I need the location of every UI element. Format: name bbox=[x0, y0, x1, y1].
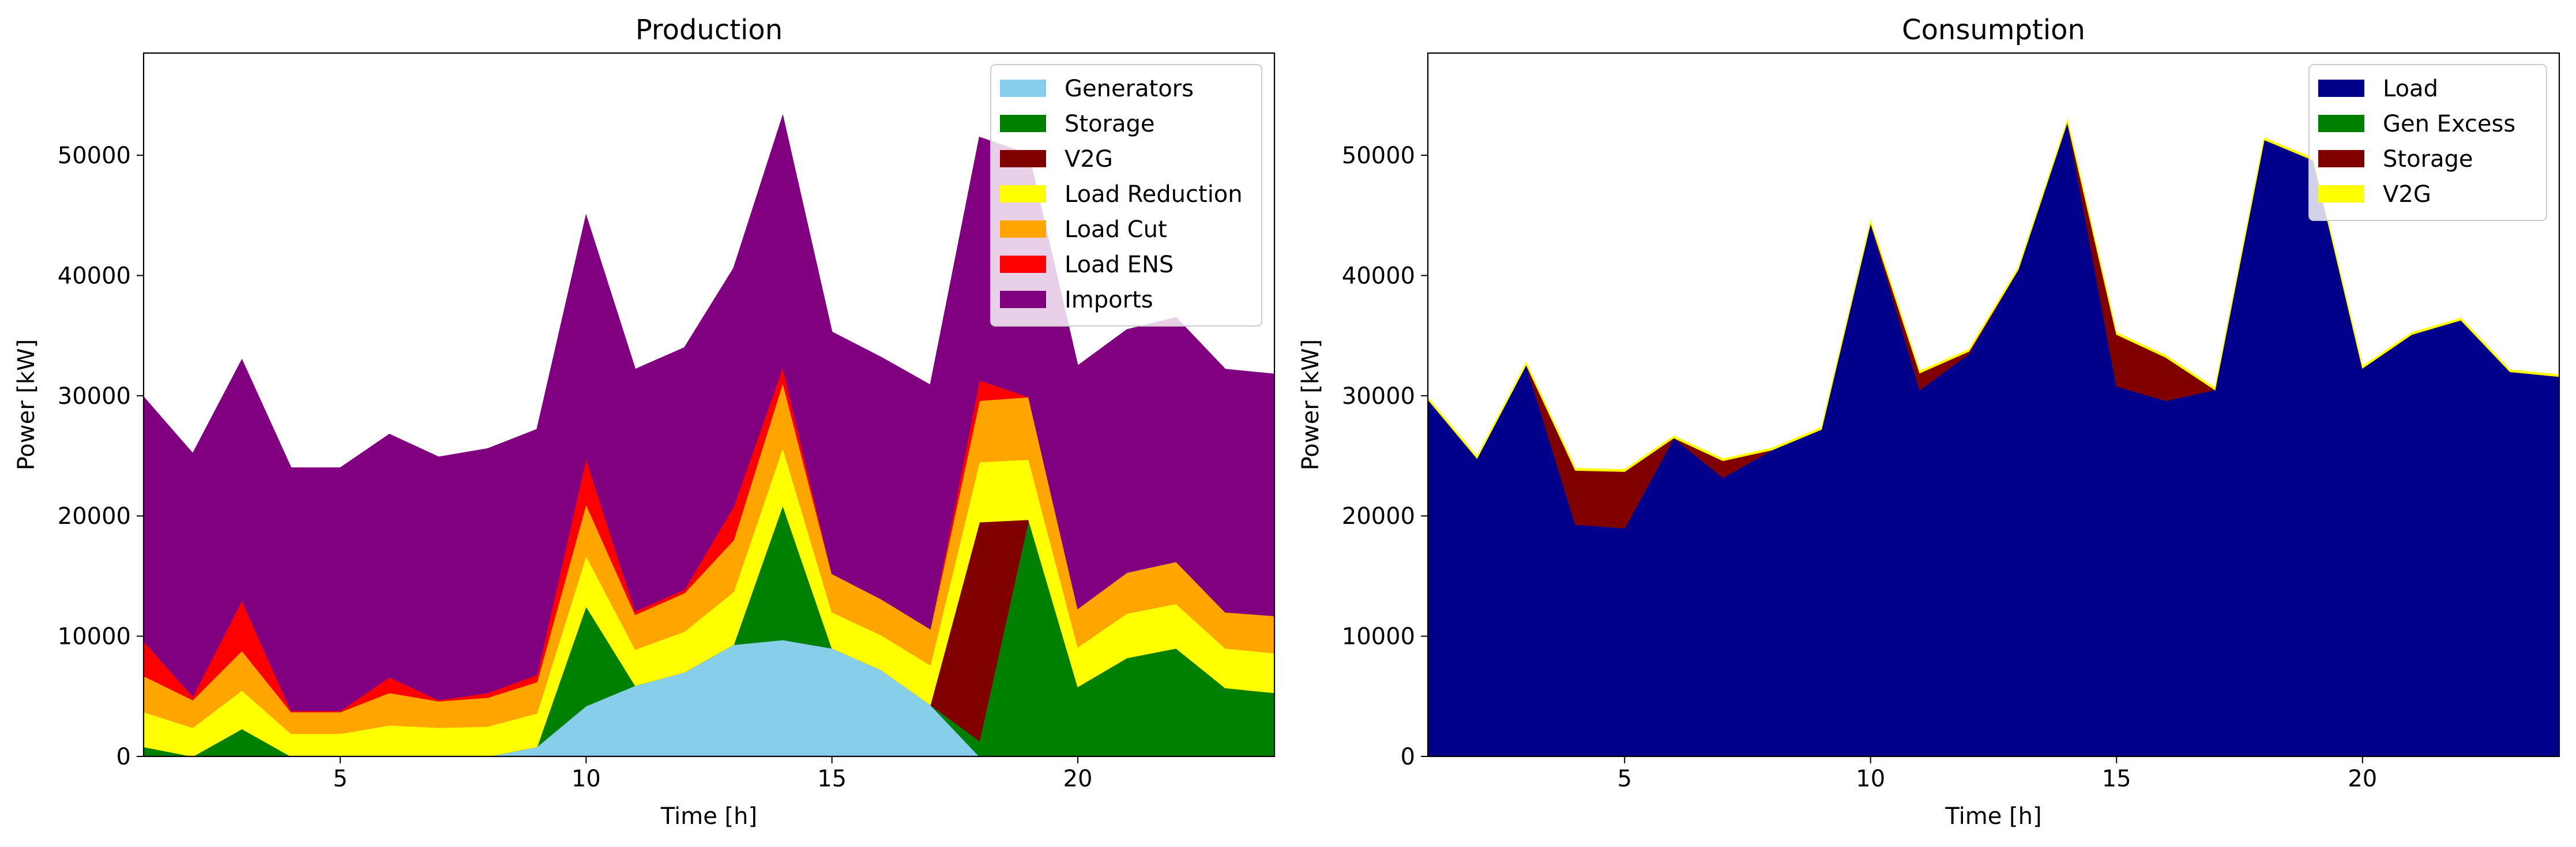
x-tick-label: 10 bbox=[571, 766, 601, 792]
legend-swatch-generators bbox=[1000, 80, 1046, 97]
legend-swatch-storage bbox=[1000, 115, 1046, 132]
x-tick-label: 15 bbox=[817, 766, 847, 792]
y-tick-label: 40000 bbox=[58, 263, 131, 289]
legend-swatch-load-cut bbox=[1000, 220, 1046, 238]
legend-swatch-load-reduction bbox=[1000, 185, 1046, 203]
legend-swatch-v2g bbox=[1000, 150, 1046, 167]
legend-label-generators: Generators bbox=[1065, 76, 1194, 102]
legend-label-load-cut: Load Cut bbox=[1065, 216, 1167, 243]
chart-title: Consumption bbox=[1902, 14, 2085, 46]
x-tick-label: 20 bbox=[2348, 766, 2377, 792]
legend-box bbox=[990, 64, 1262, 327]
legend-label-storage: Storage bbox=[2383, 146, 2473, 173]
area-layers bbox=[1428, 118, 2559, 756]
y-axis-label: Power [kW] bbox=[13, 339, 40, 471]
area-v2g bbox=[1428, 118, 2559, 472]
y-tick-label: 40000 bbox=[1342, 263, 1415, 289]
legend: Load Gen Excess Storage V2G bbox=[2308, 64, 2547, 221]
legend-swatch-load bbox=[2318, 80, 2364, 97]
y-tick-label: 10000 bbox=[58, 624, 131, 650]
legend-label-storage: Storage bbox=[1065, 111, 1155, 137]
y-tick-label: 50000 bbox=[58, 143, 131, 169]
y-tick-label: 10000 bbox=[1342, 624, 1415, 650]
x-tick-label: 10 bbox=[1856, 766, 1885, 792]
y-tick-label: 20000 bbox=[1342, 503, 1415, 530]
legend: Generators Storage V2G Load Reduction Load C… bbox=[990, 64, 1262, 327]
y-tick-label: 0 bbox=[1401, 744, 1415, 770]
legend-label-load-ens: Load ENS bbox=[1065, 252, 1174, 278]
y-tick-label: 50000 bbox=[1342, 143, 1415, 169]
x-tick-label: 5 bbox=[1617, 766, 1631, 792]
production-panel: 5 10 15 20 0 10000 20000 30000 40000 50000 Product… bbox=[13, 14, 1276, 830]
y-tick-label: 30000 bbox=[1342, 383, 1415, 410]
legend-label-load-reduction: Load Reduction bbox=[1065, 181, 1243, 208]
legend-label-v2g: V2G bbox=[2383, 181, 2431, 208]
legend-label-gen-excess: Gen Excess bbox=[2383, 111, 2515, 137]
x-axis-label: Time [h] bbox=[660, 803, 757, 830]
x-tick-label: 5 bbox=[333, 766, 347, 792]
legend-swatch-storage bbox=[2318, 150, 2364, 167]
x-tick-label: 15 bbox=[2102, 766, 2131, 792]
plot-frame bbox=[142, 52, 1276, 758]
legend-swatch-imports bbox=[1000, 291, 1046, 308]
chart-title: Production bbox=[635, 14, 783, 46]
y-tick-label: 30000 bbox=[58, 383, 131, 410]
y-tick-label: 0 bbox=[116, 744, 131, 770]
y-axis-label: Power [kW] bbox=[1298, 339, 1324, 471]
consumption-panel: 5 10 15 20 0 10000 20000 30000 40000 50000 Consump… bbox=[1298, 14, 2560, 830]
legend-swatch-gen-excess bbox=[2318, 115, 2364, 132]
legend-label-imports: Imports bbox=[1065, 287, 1153, 313]
x-axis-label: Time [h] bbox=[1945, 803, 2041, 830]
legend-swatch-v2g bbox=[2318, 185, 2364, 203]
legend-label-load: Load bbox=[2383, 76, 2438, 102]
y-tick-label: 20000 bbox=[58, 503, 131, 530]
legend-box bbox=[2308, 64, 2547, 221]
legend-label-v2g: V2G bbox=[1065, 146, 1113, 173]
legend-swatch-load-ens bbox=[1000, 256, 1046, 273]
x-tick-label: 20 bbox=[1063, 766, 1093, 792]
plot-frame bbox=[1427, 52, 2560, 758]
